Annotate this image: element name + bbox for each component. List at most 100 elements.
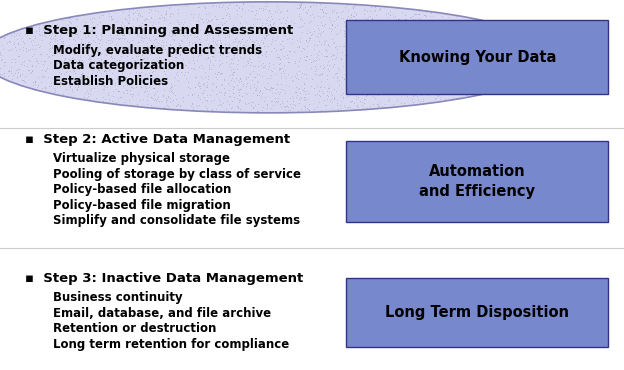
Point — [136, 70, 146, 75]
Point — [30, 78, 40, 84]
Point — [36, 43, 46, 48]
Point — [64, 43, 74, 48]
Point — [361, 92, 371, 98]
Point — [167, 89, 177, 95]
Point — [202, 105, 212, 111]
Point — [109, 22, 119, 28]
Point — [132, 31, 142, 37]
Point — [119, 30, 129, 36]
Point — [406, 41, 416, 47]
Point — [43, 27, 53, 33]
Point — [353, 103, 363, 109]
Point — [62, 48, 72, 54]
Point — [203, 54, 213, 60]
Point — [247, 77, 257, 83]
Point — [412, 31, 422, 37]
Point — [278, 0, 288, 5]
Point — [203, 41, 213, 47]
Point — [142, 64, 152, 70]
Point — [302, 10, 312, 16]
Point — [251, 37, 261, 43]
Point — [452, 95, 462, 101]
Point — [215, 37, 225, 43]
Point — [48, 79, 58, 85]
Point — [219, 77, 229, 83]
Point — [274, 61, 284, 67]
Point — [266, 105, 276, 111]
Point — [161, 10, 171, 16]
Point — [193, 53, 203, 59]
Point — [368, 67, 378, 73]
Point — [175, 43, 185, 48]
Point — [224, 34, 234, 40]
Point — [70, 70, 80, 75]
Point — [39, 21, 49, 27]
Point — [456, 30, 466, 36]
Point — [193, 94, 203, 100]
Point — [459, 24, 469, 30]
Point — [56, 64, 66, 70]
Point — [57, 26, 67, 31]
Point — [416, 23, 426, 28]
Point — [98, 30, 108, 36]
Point — [258, 28, 268, 34]
Point — [345, 78, 355, 84]
Point — [458, 20, 468, 26]
Point — [29, 51, 39, 57]
Point — [36, 78, 46, 84]
Point — [262, 101, 272, 107]
Point — [282, 14, 292, 20]
Point — [338, 8, 348, 14]
Point — [260, 51, 270, 57]
Point — [188, 28, 198, 34]
Point — [250, 74, 260, 80]
Point — [495, 37, 505, 43]
Point — [360, 96, 370, 102]
Point — [343, 87, 353, 93]
Point — [426, 40, 436, 46]
Point — [132, 7, 142, 13]
Text: Modify, evaluate predict trends: Modify, evaluate predict trends — [53, 44, 262, 57]
Point — [142, 104, 152, 110]
Point — [441, 83, 451, 89]
Point — [217, 21, 227, 27]
Point — [65, 84, 75, 90]
Point — [122, 90, 132, 96]
Point — [327, 98, 337, 104]
Point — [97, 31, 107, 37]
Point — [112, 24, 122, 30]
Point — [365, 13, 375, 19]
Point — [413, 27, 423, 33]
Point — [131, 84, 141, 90]
Point — [17, 38, 27, 44]
Point — [161, 25, 171, 31]
Point — [271, 29, 281, 35]
Point — [275, 54, 285, 60]
Point — [158, 106, 168, 112]
Point — [421, 67, 431, 73]
Point — [430, 50, 440, 56]
Point — [142, 43, 152, 49]
Point — [91, 34, 101, 40]
Point — [332, 102, 342, 108]
Point — [27, 67, 37, 73]
Point — [160, 60, 170, 65]
Point — [178, 21, 188, 27]
Point — [412, 54, 422, 60]
Point — [103, 79, 113, 85]
Point — [301, 88, 311, 94]
Point — [349, 3, 359, 9]
Point — [368, 45, 378, 51]
Point — [155, 98, 165, 104]
Point — [260, 35, 270, 41]
Point — [40, 58, 50, 64]
Point — [299, 54, 309, 60]
Point — [31, 81, 41, 87]
Point — [111, 62, 121, 68]
Point — [144, 70, 154, 75]
Point — [406, 102, 416, 108]
Point — [49, 52, 59, 58]
Point — [457, 37, 467, 43]
Point — [134, 33, 144, 39]
Point — [134, 39, 144, 45]
